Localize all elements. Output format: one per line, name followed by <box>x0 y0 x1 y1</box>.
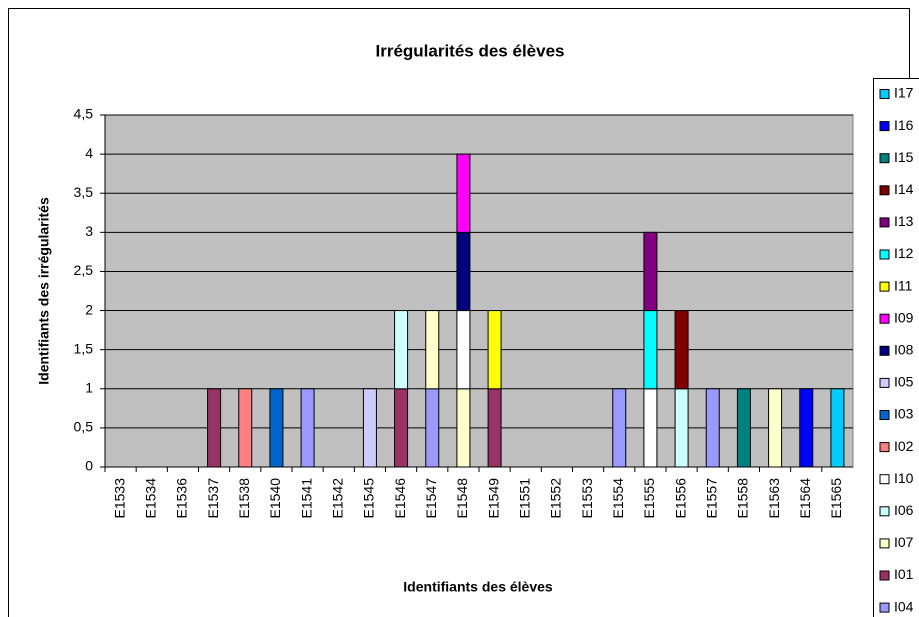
bar-segment <box>674 388 689 468</box>
legend-label: I10 <box>894 470 914 486</box>
legend-swatch <box>879 249 890 260</box>
bar-segment <box>425 310 440 390</box>
legend-swatch <box>879 345 890 356</box>
x-tick-label: E1552 <box>548 478 564 519</box>
legend-swatch <box>879 89 890 99</box>
x-tick-label: E1542 <box>329 478 345 519</box>
legend-swatch <box>879 570 890 581</box>
chart-title: Irrégularités des élèves <box>375 41 564 60</box>
bar-segment <box>394 388 409 468</box>
y-tick-label: 4 <box>85 145 93 161</box>
bar-segment <box>705 388 720 468</box>
x-tick-label: E1548 <box>454 478 470 519</box>
bar-segment <box>643 310 658 390</box>
legend-swatch <box>879 474 890 485</box>
x-tick-label: E1540 <box>267 478 283 519</box>
legend-swatch <box>879 442 890 453</box>
x-tick-label: E1558 <box>735 478 751 519</box>
bar-segment <box>830 388 845 468</box>
legend-label: I13 <box>894 213 914 229</box>
bar-segment <box>768 388 783 468</box>
legend-label: I12 <box>894 245 914 261</box>
y-tick-label: 2,5 <box>74 262 94 278</box>
legend-label: I04 <box>894 598 914 614</box>
legend-swatch <box>879 185 890 196</box>
x-tick-label: E1547 <box>423 478 439 519</box>
legend-swatch <box>879 410 890 420</box>
legend-swatch <box>879 281 890 292</box>
legend-swatch <box>879 602 890 613</box>
legend-label: I16 <box>894 117 914 133</box>
bar-segment <box>269 388 284 468</box>
bar-segment <box>487 388 502 468</box>
x-tick-label: E1549 <box>485 478 501 519</box>
y-tick-label: 0 <box>85 458 93 474</box>
x-tick-label: E1565 <box>828 478 844 519</box>
bar-segment <box>643 388 658 468</box>
bar-segment <box>456 231 471 312</box>
legend-label: I07 <box>894 534 914 550</box>
x-tick-label: E1545 <box>361 478 377 519</box>
x-tick-label: E1538 <box>236 478 252 519</box>
x-tick-label: E1554 <box>610 478 626 519</box>
legend-swatch <box>879 313 890 324</box>
x-tick-label: E1533 <box>111 478 127 519</box>
x-tick-label: E1557 <box>703 478 719 519</box>
y-tick-label: 3 <box>85 223 93 239</box>
bar-segment <box>674 310 689 390</box>
bar-segment <box>300 388 315 468</box>
x-tick-label: E1536 <box>174 478 190 519</box>
bar-segment <box>799 388 814 468</box>
x-tick-label: E1553 <box>579 478 595 519</box>
bar-segment <box>456 153 471 233</box>
x-tick-label: E1534 <box>142 478 158 519</box>
legend-swatch <box>879 121 890 132</box>
legend-label: I01 <box>894 566 914 582</box>
legend-label: I03 <box>894 406 914 422</box>
legend-label: I09 <box>894 309 914 325</box>
bar-segment <box>736 388 751 468</box>
x-axis-label: Identifiants des élèves <box>403 579 553 595</box>
y-tick-label: 2 <box>85 301 93 317</box>
x-tick-label: E1564 <box>797 478 813 519</box>
bar-segment <box>456 388 471 468</box>
legend-swatch <box>879 506 890 517</box>
x-tick-label: E1551 <box>516 478 532 519</box>
x-tick-label: E1537 <box>205 478 221 519</box>
bar-segment <box>207 388 222 468</box>
y-axis-label: Identifiants des irrégularités <box>36 197 52 385</box>
y-tick-label: 4,5 <box>74 106 94 122</box>
bar-segment <box>643 231 658 312</box>
legend-label: I02 <box>894 438 914 454</box>
legend-label: I06 <box>894 502 914 518</box>
legend-label: I08 <box>894 342 914 358</box>
x-tick-label: E1563 <box>766 478 782 519</box>
plot-area <box>104 114 854 468</box>
bar-segment <box>487 310 502 390</box>
legend-label: I14 <box>894 181 914 197</box>
y-tick-label: 0,5 <box>74 419 94 435</box>
x-tick-label: E1541 <box>298 478 314 519</box>
bar-segment <box>362 388 377 468</box>
bar-segment <box>238 388 253 468</box>
x-tick-label: E1555 <box>641 478 657 519</box>
bar-segment <box>394 310 409 390</box>
legend-swatch <box>879 377 890 388</box>
legend-label: I15 <box>894 149 914 165</box>
x-tick-label: E1546 <box>392 478 408 519</box>
bar-segment <box>612 388 627 468</box>
legend-swatch <box>879 217 890 228</box>
y-tick-label: 1 <box>85 379 93 395</box>
legend-label: I05 <box>894 374 914 390</box>
bar-segment <box>456 310 471 390</box>
y-tick-label: 1,5 <box>74 340 94 356</box>
x-tick-label: E1556 <box>672 478 688 519</box>
y-tick-label: 3,5 <box>74 184 94 200</box>
legend-swatch <box>879 153 890 164</box>
legend-swatch <box>879 538 890 549</box>
legend-label: I17 <box>894 85 914 101</box>
bar-segment <box>425 388 440 468</box>
legend-label: I11 <box>894 277 913 293</box>
